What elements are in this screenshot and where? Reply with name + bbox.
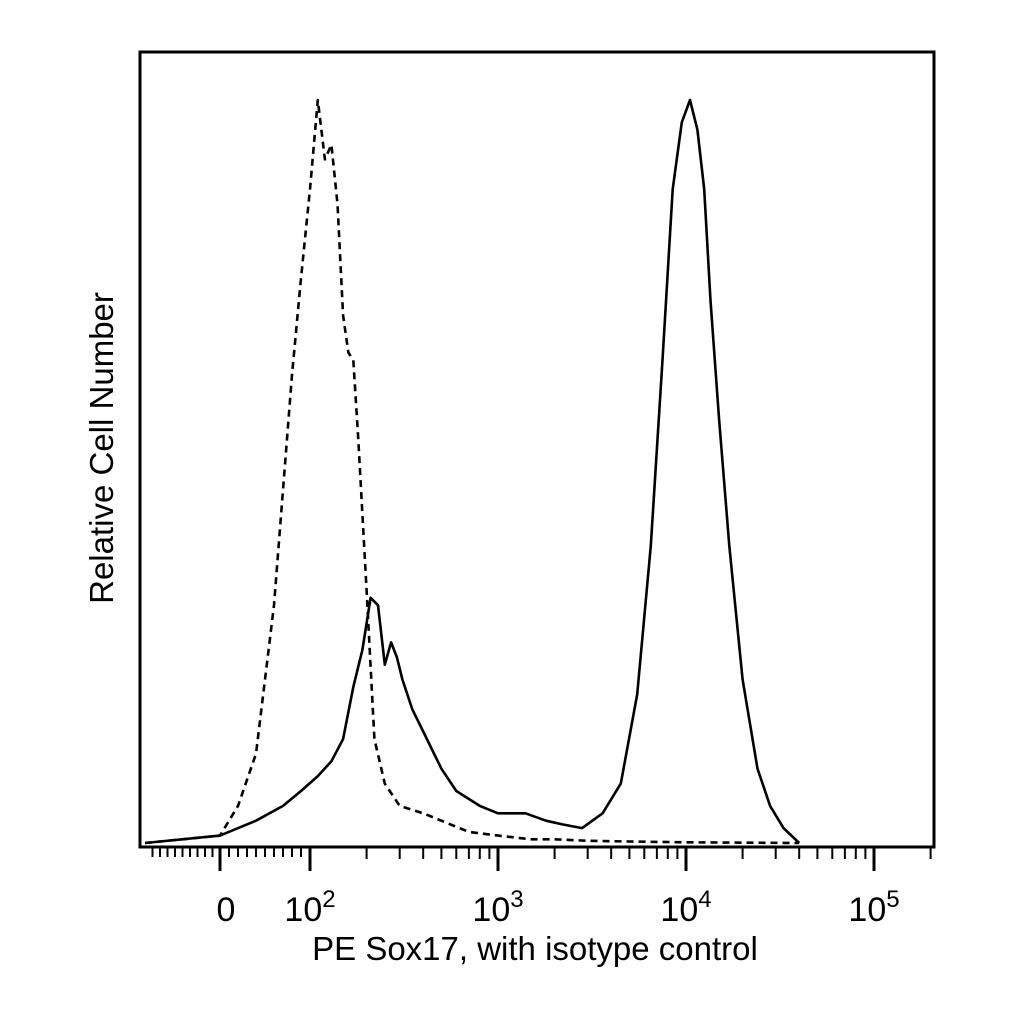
x-axis-ticks — [151, 847, 932, 871]
x-tick-label: 104 — [660, 886, 711, 929]
x-tick-label: 103 — [472, 886, 523, 929]
plot-frame — [138, 50, 936, 849]
isotype-control-curve — [144, 98, 800, 845]
x-tick-label: 102 — [284, 886, 335, 929]
x-tick-labels: 0 102 103 104 105 — [217, 886, 900, 929]
series-layer — [144, 98, 801, 845]
y-axis-title: Relative Cell Number — [83, 292, 120, 604]
x-tick-label: 0 — [217, 891, 236, 929]
x-axis-title: PE Sox17, with isotype control — [312, 930, 758, 967]
sox17-stain-curve — [144, 98, 801, 845]
x-tick-label: 105 — [848, 886, 899, 929]
